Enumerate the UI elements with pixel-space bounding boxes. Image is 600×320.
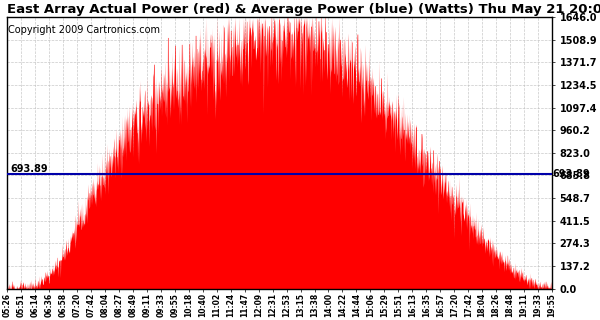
Text: Copyright 2009 Cartronics.com: Copyright 2009 Cartronics.com [8, 25, 160, 35]
Text: East Array Actual Power (red) & Average Power (blue) (Watts) Thu May 21 20:07: East Array Actual Power (red) & Average … [7, 3, 600, 16]
Text: 693.89: 693.89 [10, 164, 47, 174]
Text: 693.89: 693.89 [552, 169, 590, 179]
